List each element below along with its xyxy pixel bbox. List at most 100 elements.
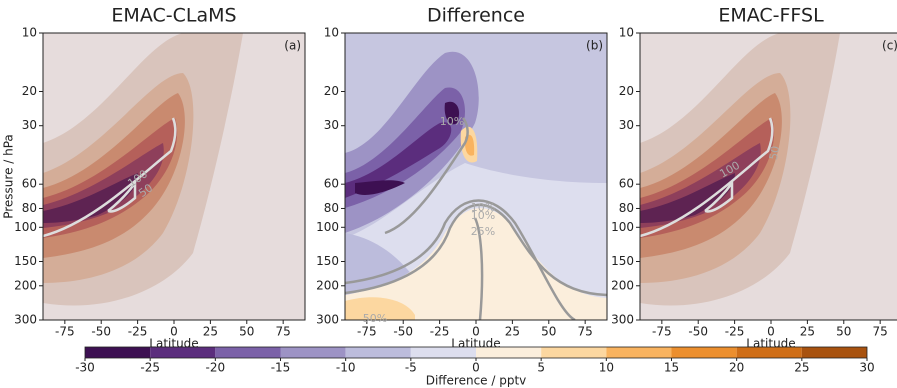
y-tick-label: 20 xyxy=(22,84,37,98)
y-tick-label: 100 xyxy=(14,220,37,234)
y-tick-label: 200 xyxy=(316,278,339,292)
contours xyxy=(640,33,897,320)
contour-fill xyxy=(444,101,460,125)
x-tick-label: 50 xyxy=(836,325,851,339)
colorbar-segment xyxy=(671,347,737,358)
contour-line xyxy=(640,117,774,238)
x-tick-label: 25 xyxy=(505,325,520,339)
x-tick-label: 75 xyxy=(578,325,593,339)
colorbar-tick-label: 30 xyxy=(859,361,874,375)
y-axis-label: Pressure / hPa xyxy=(2,134,16,219)
y-tick-label: 10 xyxy=(619,26,634,40)
y-tick-label: 10 xyxy=(22,26,37,40)
x-tick-label: -50 xyxy=(688,325,708,339)
x-tick-label: 50 xyxy=(541,325,556,339)
colorbar-tick-label: -15 xyxy=(271,361,291,375)
y-tick-label: 300 xyxy=(316,313,339,327)
x-tick-label: -25 xyxy=(128,325,148,339)
contour-fill xyxy=(345,122,452,198)
contour-fill xyxy=(355,180,405,195)
colorbar-segment xyxy=(215,347,281,358)
colorbar-tick-label: -20 xyxy=(206,361,226,375)
contour-fill xyxy=(345,297,415,320)
y-tick-label: 150 xyxy=(316,254,339,268)
colorbar-tick-label: -10 xyxy=(336,361,356,375)
x-tick-label: -75 xyxy=(357,325,377,339)
x-tick-label: -75 xyxy=(652,325,672,339)
colorbar-segment xyxy=(606,347,672,358)
y-tick-label: 100 xyxy=(611,220,634,234)
colorbar-tick-label: 5 xyxy=(537,361,545,375)
colorbar-label: Difference / pptv xyxy=(426,374,527,388)
contours xyxy=(43,33,305,320)
chart-title: EMAC-FFSL xyxy=(718,5,824,27)
x-tick-label: 25 xyxy=(203,325,218,339)
y-tick-label: 80 xyxy=(324,201,339,215)
colorbar-tick-label: -25 xyxy=(140,361,160,375)
contour-label: -10% xyxy=(467,201,495,214)
y-tick-label: 80 xyxy=(619,201,634,215)
x-tick-label: -25 xyxy=(430,325,450,339)
contours xyxy=(345,33,607,320)
y-tick-label: 300 xyxy=(611,313,634,327)
colorbar-tick-label: -5 xyxy=(405,361,417,375)
y-tick-label: 60 xyxy=(22,177,37,191)
y-tick-label: 60 xyxy=(619,177,634,191)
colorbar-tick-label: 25 xyxy=(794,361,809,375)
chart-title: Difference xyxy=(427,5,525,27)
contour-label: 10% xyxy=(440,115,464,128)
colorbar-segment xyxy=(541,347,607,358)
y-tick-label: 10 xyxy=(324,26,339,40)
colorbar-segment xyxy=(345,347,411,358)
panel-label: (c) xyxy=(882,39,897,53)
colorbar-tick-label: 0 xyxy=(472,361,480,375)
contour-fill xyxy=(43,173,138,223)
colorbar-segment xyxy=(85,347,151,358)
x-tick-label: 0 xyxy=(170,325,178,339)
x-tick-label: -25 xyxy=(725,325,745,339)
y-tick-label: 200 xyxy=(14,278,37,292)
contour-line xyxy=(384,117,469,235)
y-tick-label: 30 xyxy=(619,118,634,132)
colorbar-segment xyxy=(150,347,216,358)
panel-label: (b) xyxy=(586,39,603,53)
x-tick-label: 0 xyxy=(472,325,480,339)
panel: -75 -50 -25 0 25 50 751020306080100150200300La… xyxy=(2,5,306,351)
y-tick-label: 300 xyxy=(14,313,37,327)
colorbar-segment xyxy=(280,347,346,358)
panel: -75 -50 -25 0 25 50 751020306080100150200300La… xyxy=(611,5,897,351)
y-tick-label: 30 xyxy=(22,118,37,132)
contour-line xyxy=(107,179,137,213)
contour-line xyxy=(704,179,734,213)
y-tick-label: 60 xyxy=(324,177,339,191)
colorbar-segment xyxy=(410,347,476,358)
panel: -75 -50 -25 0 25 50 751020306080100150200300La… xyxy=(316,5,608,351)
contour-label: 10% xyxy=(471,209,495,222)
contour-line xyxy=(43,117,177,238)
contour-label: 50% xyxy=(363,312,387,325)
contour-fill xyxy=(345,208,607,320)
colorbar-tick-label: -30 xyxy=(75,361,95,375)
chart-title: EMAC-CLaMS xyxy=(111,5,236,27)
y-tick-label: 30 xyxy=(324,118,339,132)
x-tick-label: 75 xyxy=(276,325,291,339)
y-tick-label: 20 xyxy=(619,84,634,98)
y-tick-label: 200 xyxy=(611,278,634,292)
y-tick-label: 80 xyxy=(22,201,37,215)
colorbar-tick-label: 15 xyxy=(664,361,679,375)
x-tick-label: 0 xyxy=(767,325,775,339)
x-tick-label: 25 xyxy=(800,325,815,339)
contour-line xyxy=(345,199,576,320)
x-tick-label: 75 xyxy=(873,325,888,339)
contour-label: 50 xyxy=(767,145,782,161)
colorbar-tick-label: 10 xyxy=(599,361,614,375)
x-tick-label: 50 xyxy=(239,325,254,339)
contour-line xyxy=(345,203,607,297)
contour-label: 25% xyxy=(471,225,495,238)
contour-fill xyxy=(640,173,735,223)
colorbar-segment xyxy=(736,347,802,358)
y-tick-label: 100 xyxy=(316,220,339,234)
y-tick-label: 150 xyxy=(611,254,634,268)
x-tick-label: -50 xyxy=(393,325,413,339)
